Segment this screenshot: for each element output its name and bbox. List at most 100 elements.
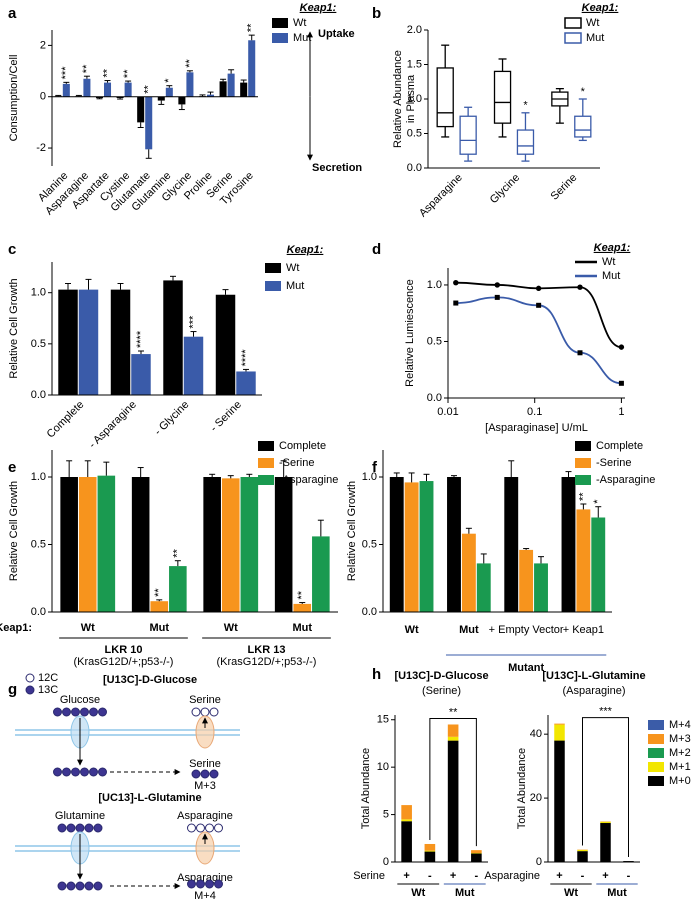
- y-tick-label: 0: [40, 91, 46, 103]
- bar: [83, 78, 91, 97]
- carbon-labeled: [53, 707, 62, 717]
- x-tick-label: Mut: [149, 622, 169, 634]
- panel-letter: h: [372, 666, 381, 683]
- significance-bracket: [582, 717, 629, 858]
- bar: [424, 851, 436, 862]
- point: [618, 380, 624, 386]
- carbon-labeled: [62, 707, 71, 717]
- carbon-labeled: [93, 881, 103, 891]
- y-axis-label: Total Abundance: [360, 748, 372, 829]
- legend-label: Wt: [602, 256, 615, 268]
- significance: *: [523, 100, 528, 112]
- bar: [471, 850, 482, 853]
- annotation: Secretion: [312, 162, 362, 174]
- bar: [219, 81, 227, 97]
- x-tick-label: +: [602, 870, 608, 882]
- bar: [97, 475, 116, 612]
- y-tick-label: 1.0: [362, 471, 377, 483]
- legend-swatch: [265, 263, 281, 273]
- x-tick-label: - Asparagine: [87, 399, 139, 451]
- x-tick-label: -: [428, 870, 432, 882]
- bar: [404, 482, 419, 612]
- bar: [591, 517, 606, 612]
- legend-swatch: [575, 441, 591, 451]
- legend-swatch: [258, 458, 274, 468]
- legend-label: 13C: [38, 684, 58, 696]
- bar: [131, 354, 151, 395]
- legend-swatch: [648, 762, 664, 772]
- isotope-label: M+4: [194, 890, 216, 900]
- x-tick-label: -: [475, 870, 479, 882]
- group-label: LKR 13: [248, 644, 286, 656]
- bar: [401, 821, 412, 862]
- y-axis-label: Relative Abundance: [392, 50, 404, 148]
- significance: *: [581, 86, 586, 98]
- carbon-unlabeled: [205, 823, 214, 833]
- carbon-labeled: [75, 881, 85, 891]
- y-axis-label: Relative Cell Growth: [8, 278, 20, 378]
- significance: ***: [60, 66, 72, 80]
- carbon-unlabeled: [200, 707, 210, 717]
- y-axis-label: Total Abundance: [516, 748, 528, 829]
- legend-label: M+2: [669, 747, 691, 759]
- bar: [207, 94, 215, 97]
- chart-subtitle: (Serine): [422, 685, 461, 697]
- panel-letter: d: [372, 241, 381, 258]
- isotope-label: M+3: [194, 780, 216, 792]
- row-label: Keap1:: [0, 622, 32, 634]
- legend-title: Keap1:: [594, 242, 631, 254]
- legend-filled-circle: [25, 685, 35, 695]
- bar: [183, 336, 204, 395]
- group-label: Mutant: [508, 662, 544, 674]
- legend-swatch: [575, 475, 591, 485]
- legend-swatch: [564, 32, 582, 44]
- group-label: Mut: [455, 887, 475, 899]
- significance: **: [449, 706, 458, 718]
- bar: [577, 849, 588, 852]
- carbon-labeled: [191, 769, 201, 779]
- legend-label: M+4: [669, 719, 691, 731]
- group-label: Mut: [607, 887, 627, 899]
- legend-label: Mut: [293, 32, 311, 44]
- y-axis-label: Relative Cell Growth: [346, 481, 358, 581]
- carbon-labeled: [71, 767, 80, 777]
- carbon-unlabeled: [214, 823, 223, 833]
- x-tick-label: -: [581, 870, 585, 882]
- carbon-unlabeled: [196, 823, 205, 833]
- significance: **: [81, 64, 93, 73]
- x-tick-label: - Glycine: [152, 399, 191, 438]
- legend-open-circle: [25, 673, 35, 683]
- x-tick-label: + Empty Vector: [489, 624, 564, 636]
- x-tick-label: Complete: [45, 399, 87, 441]
- x-tick-label: Wt: [405, 624, 419, 636]
- row-label: Asparagine: [484, 870, 540, 882]
- y-tick-label: 10: [377, 761, 389, 773]
- bar: [221, 478, 240, 612]
- point: [494, 294, 500, 300]
- molecule-label: Asparagine: [177, 810, 233, 822]
- x-tick-label: -: [627, 870, 631, 882]
- panel-letter: f: [372, 459, 378, 476]
- bar: [424, 843, 436, 851]
- significance: **: [122, 69, 134, 78]
- bar: [95, 96, 103, 98]
- bar: [236, 371, 256, 395]
- bar: [137, 96, 145, 123]
- x-tick-label: Wt: [81, 622, 95, 634]
- bar: [58, 289, 78, 395]
- legend-label: Mut: [586, 32, 604, 44]
- carbon-labeled: [89, 707, 98, 717]
- y-tick-label: -2: [36, 142, 46, 154]
- panel-letter: b: [372, 5, 381, 22]
- legend-swatch: [648, 776, 664, 786]
- legend-label: 12C: [38, 672, 58, 684]
- x-tick-label: Serine: [549, 172, 580, 203]
- carbon-labeled: [71, 707, 80, 717]
- y-tick-label: 0.5: [31, 338, 46, 350]
- bar: [124, 82, 132, 97]
- molecule-label: Glucose: [60, 694, 100, 706]
- box: [574, 115, 592, 138]
- legend-swatch: [258, 441, 274, 451]
- x-tick-label: 1: [618, 406, 624, 418]
- bar: [504, 477, 519, 612]
